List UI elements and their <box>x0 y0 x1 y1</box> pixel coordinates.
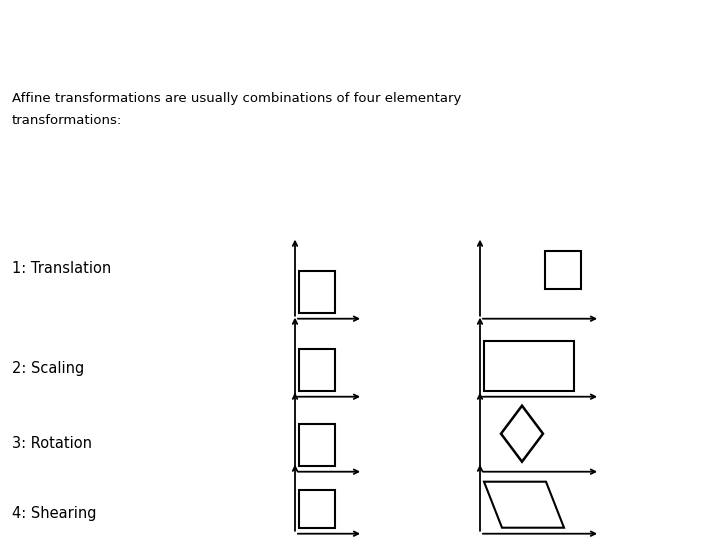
Bar <box>299 490 335 528</box>
Text: Affine transformations are usually combinations of four elementary: Affine transformations are usually combi… <box>12 92 462 105</box>
Text: 1: Translation: 1: Translation <box>12 261 112 276</box>
Bar <box>299 271 335 313</box>
Text: 3: Rotation: 3: Rotation <box>12 436 92 451</box>
Bar <box>484 341 574 391</box>
Bar <box>299 349 335 391</box>
Bar <box>299 424 335 465</box>
Text: Elementary Transformations: Elementary Transformations <box>122 25 655 58</box>
Text: 2: Scaling: 2: Scaling <box>12 361 84 376</box>
Text: 9
of
45: 9 of 45 <box>24 19 40 64</box>
Text: transformations:: transformations: <box>12 114 122 127</box>
Text: 4: Shearing: 4: Shearing <box>12 506 96 521</box>
Bar <box>545 251 581 289</box>
Polygon shape <box>484 482 564 528</box>
Polygon shape <box>501 406 543 462</box>
